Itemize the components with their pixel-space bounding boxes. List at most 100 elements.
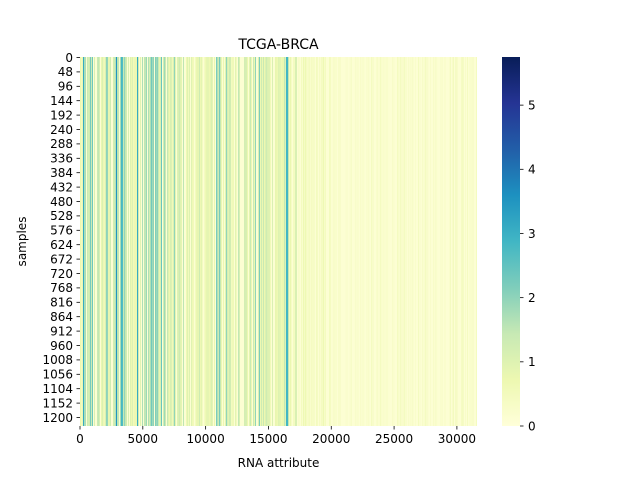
heatmap-column [449, 57, 451, 426]
heatmap-column [451, 57, 453, 426]
heatmap-column [468, 57, 470, 426]
heatmap-column [457, 57, 459, 426]
heatmap-column [129, 57, 131, 426]
heatmap-column [147, 57, 149, 426]
heatmap-column [121, 57, 123, 426]
heatmap-column [146, 57, 148, 426]
heatmap-column [358, 57, 360, 426]
heatmap-column [206, 57, 208, 426]
heatmap-column [346, 57, 348, 426]
heatmap-column [88, 57, 90, 426]
y-axis-label: samples [15, 217, 29, 267]
heatmap-column [155, 57, 157, 426]
heatmap-column [141, 57, 143, 426]
heatmap-column [209, 57, 211, 426]
heatmap-column [149, 57, 151, 426]
heatmap-column [384, 57, 386, 426]
heatmap-column [81, 57, 83, 426]
heatmap-column [369, 57, 371, 426]
heatmap-column [186, 57, 188, 426]
heatmap-column [213, 57, 215, 426]
heatmap-column [330, 57, 332, 426]
heatmap-column [310, 57, 312, 426]
heatmap-column [462, 57, 464, 426]
heatmap-column [168, 57, 170, 426]
heatmap-column [406, 57, 408, 426]
heatmap-column [443, 57, 445, 426]
heatmap-column [169, 57, 171, 426]
heatmap-column [178, 57, 180, 426]
heatmap-column [83, 57, 85, 426]
heatmap-column [391, 57, 393, 426]
heatmap-column [215, 57, 217, 426]
heatmap-column [390, 57, 392, 426]
x-tick-label: 10000 [187, 432, 225, 446]
heatmap-column [112, 57, 114, 426]
heatmap-column [337, 57, 339, 426]
heatmap-column [266, 57, 268, 426]
heatmap-column [380, 57, 382, 426]
heatmap-column [426, 57, 428, 426]
heatmap-column [311, 57, 313, 426]
heatmap-column [252, 57, 254, 426]
heatmap-column [306, 57, 308, 426]
heatmap-column [324, 57, 326, 426]
colorbar-tick-label: 4 [528, 163, 536, 177]
heatmap-column [145, 57, 147, 426]
heatmap-column [264, 57, 266, 426]
heatmap-column [135, 57, 137, 426]
heatmap-column [388, 57, 390, 426]
heatmap-column [448, 57, 450, 426]
heatmap-column [263, 57, 265, 426]
heatmap-column [343, 57, 345, 426]
heatmap-column [248, 57, 250, 426]
heatmap-column [167, 57, 169, 426]
heatmap-column [323, 57, 325, 426]
heatmap-column [464, 57, 466, 426]
heatmap-column [237, 57, 239, 426]
heatmap-column [225, 57, 227, 426]
heatmap-column [359, 57, 361, 426]
heatmap-column [144, 57, 146, 426]
heatmap-column [239, 57, 241, 426]
heatmap-column [111, 57, 113, 426]
heatmap-column [187, 57, 189, 426]
heatmap-column [211, 57, 213, 426]
y-tick-label: 768 [50, 281, 73, 295]
heatmap-column [126, 57, 128, 426]
heatmap-column [420, 57, 422, 426]
heatmap-column [322, 57, 324, 426]
y-tick-label: 576 [50, 224, 73, 238]
heatmap-column [233, 57, 235, 426]
colorbar-tick-label: 1 [528, 355, 536, 369]
heatmap-column [267, 57, 269, 426]
heatmap-column [220, 57, 222, 426]
heatmap-column [319, 57, 321, 426]
heatmap-column [280, 57, 282, 426]
heatmap-column [113, 57, 115, 426]
x-axis: 0 5000 10000 15000 20000 25000 30000 [76, 426, 476, 446]
heatmap-column [164, 57, 166, 426]
heatmap-column [148, 57, 150, 426]
heatmap-column [354, 57, 356, 426]
heatmap-column [199, 57, 201, 426]
heatmap-column [467, 57, 469, 426]
heatmap-column [433, 57, 435, 426]
heatmap-column [177, 57, 179, 426]
heatmap-column [95, 57, 97, 426]
heatmap-column [372, 57, 374, 426]
heatmap-column [461, 57, 463, 426]
heatmap-column [387, 57, 389, 426]
heatmap-column [198, 57, 200, 426]
heatmap-column [80, 57, 82, 426]
heatmap-column [193, 57, 195, 426]
y-tick-label: 144 [50, 94, 73, 108]
heatmap-column [436, 57, 438, 426]
heatmap-column [403, 57, 405, 426]
heatmap-column [163, 57, 165, 426]
heatmap-column [290, 57, 292, 426]
heatmap-column [394, 57, 396, 426]
heatmap-column [106, 57, 108, 426]
heatmap-column [183, 57, 185, 426]
heatmap-column [232, 57, 234, 426]
